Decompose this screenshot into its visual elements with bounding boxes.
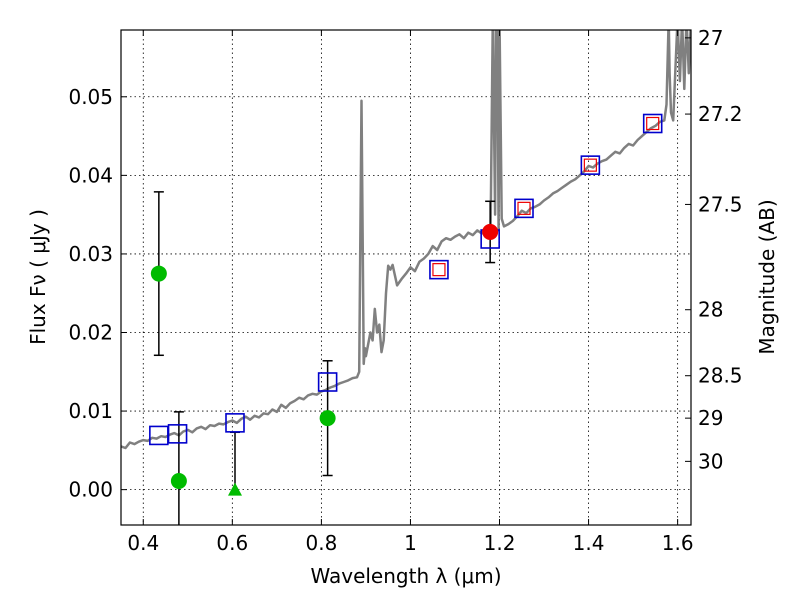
mag-tick-label: 28.5 xyxy=(698,364,743,388)
model-photometry-square xyxy=(580,155,601,175)
mag-tick-label: 30 xyxy=(698,449,723,473)
x-axis-label: Wavelength λ (μm) xyxy=(310,564,501,588)
gridlines xyxy=(121,30,691,525)
observed-point xyxy=(482,223,499,240)
y-tick-label: 0.02 xyxy=(68,321,113,345)
x-tick-label: 1.4 xyxy=(573,531,605,555)
measured-inner-square xyxy=(583,158,597,172)
x-tick-label: 1 xyxy=(404,531,417,555)
mag-tick-label: 28 xyxy=(698,298,723,322)
model-photometry-square xyxy=(429,259,449,280)
measured-inner-square xyxy=(517,201,531,215)
model-photometry-square xyxy=(642,113,663,134)
plot-frame xyxy=(120,29,692,526)
model-photometry-square xyxy=(514,198,534,219)
y-tick-label: 0.05 xyxy=(68,85,113,109)
x-tick-label: 0.4 xyxy=(127,531,159,555)
model-photometry-square xyxy=(225,413,245,433)
y-tick-label: 0.04 xyxy=(68,163,113,187)
observed-point xyxy=(170,473,187,489)
x-tick-label: 0.6 xyxy=(216,531,248,555)
y2-axis-label: Magnitude (AB) xyxy=(755,199,779,354)
y-axis-label: Flux Fν ( μJy ) xyxy=(26,209,50,345)
x-tick-label: 1.2 xyxy=(484,531,516,555)
y-tick-label: 0.00 xyxy=(68,478,113,502)
model-photometry-square xyxy=(167,424,188,444)
mag-tick-label: 29 xyxy=(698,406,723,430)
mag-tick-label: 27.5 xyxy=(698,192,743,216)
data-layer xyxy=(121,30,691,525)
mag-tick-label: 27.2 xyxy=(698,102,743,126)
observed-point xyxy=(150,265,167,282)
model-spectrum-line xyxy=(121,30,691,450)
ticks: 0.4 0.6 0.8 1 1.2 1.4 1.6 0.00 0.01 0.02 0.03 0.04 0… xyxy=(68,26,742,555)
model-photometry-square xyxy=(149,425,169,446)
measured-inner-square xyxy=(646,116,660,131)
y-tick-label: 0.03 xyxy=(68,242,113,266)
measured-inner-square xyxy=(432,263,446,277)
model-photometry-square xyxy=(317,372,338,392)
mag-tick-label: 27 xyxy=(698,26,723,50)
x-tick-label: 1.6 xyxy=(662,531,694,555)
x-tick-label: 0.8 xyxy=(305,531,337,555)
y-tick-label: 0.01 xyxy=(68,399,113,423)
upper-limit-triangle xyxy=(228,482,242,496)
observed-point xyxy=(319,410,336,427)
